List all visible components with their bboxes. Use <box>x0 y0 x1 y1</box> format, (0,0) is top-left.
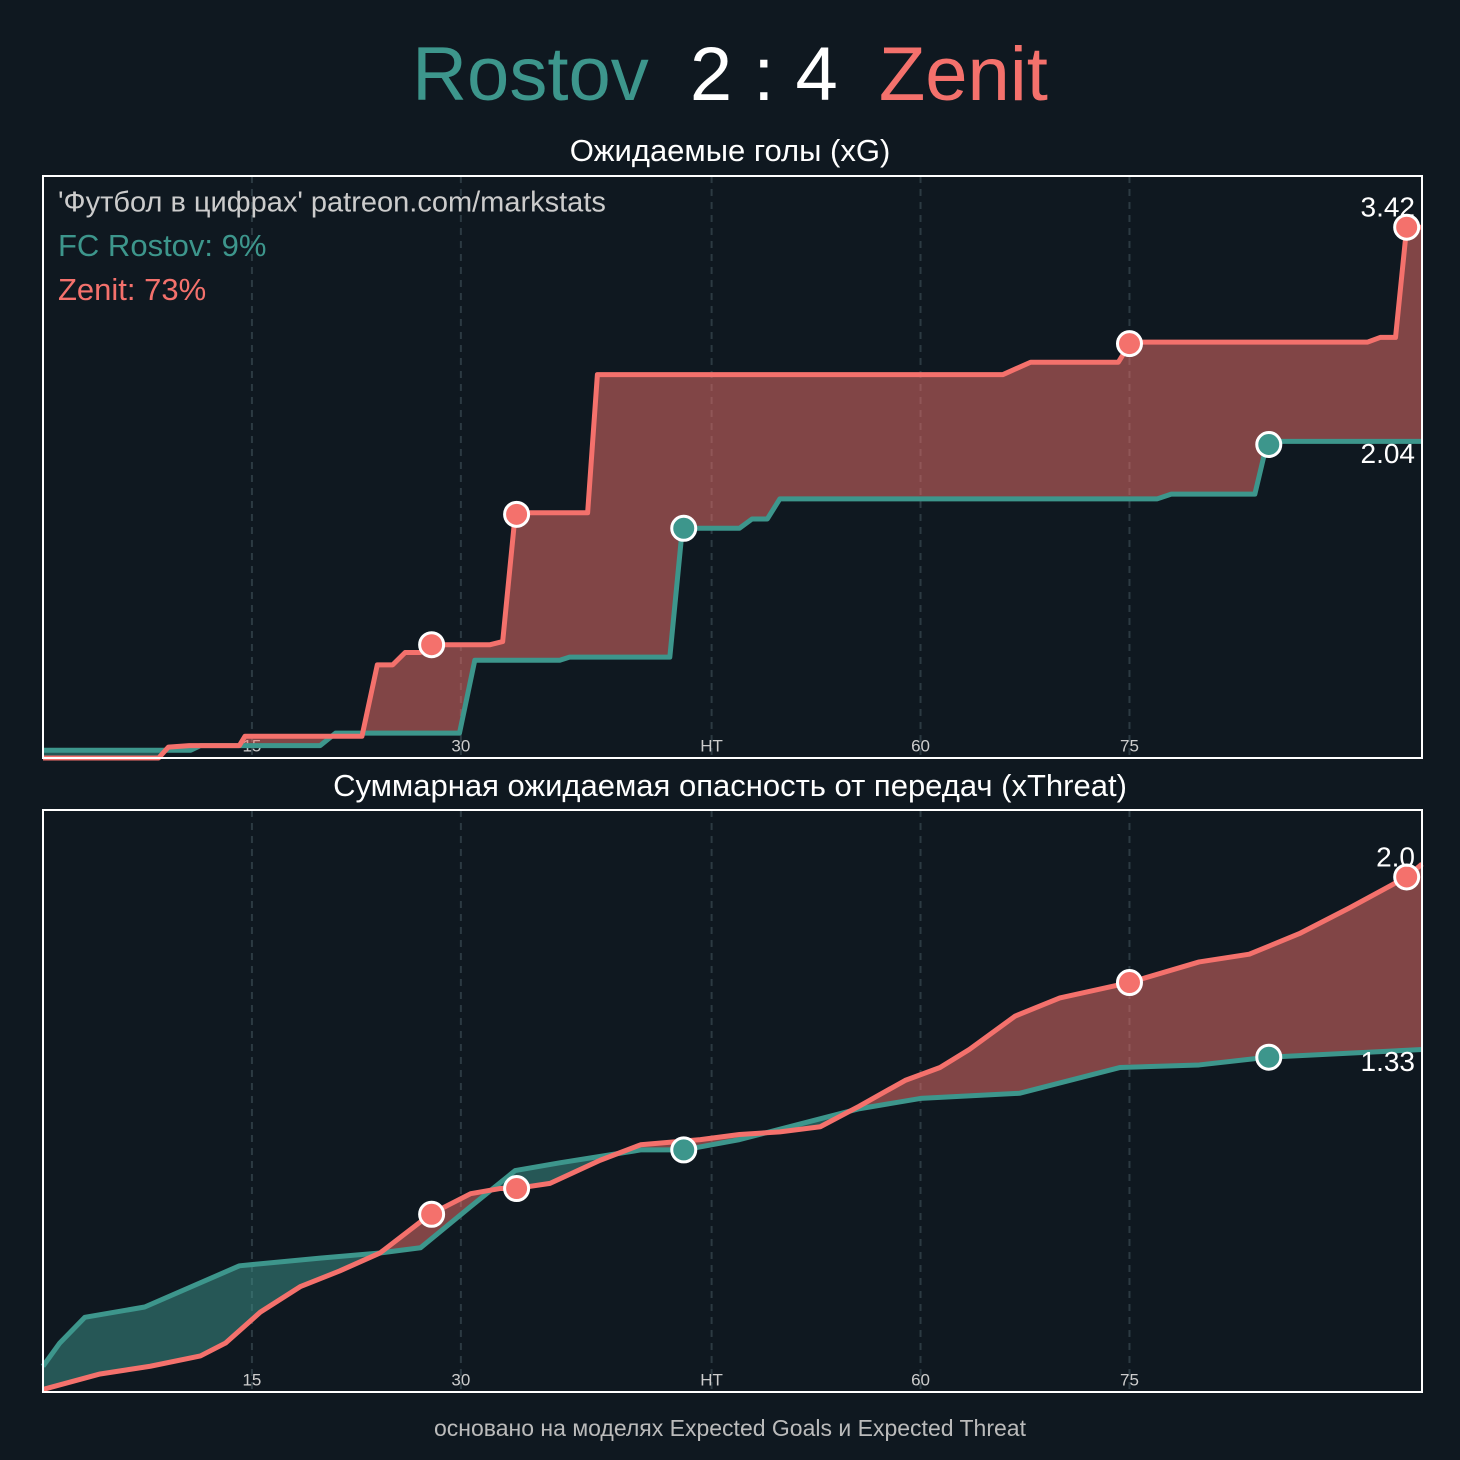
watermark: 'Футбол в цифрах' patreon.com/markstats <box>58 187 606 219</box>
end-value-label: 1.33 <box>1361 1046 1416 1077</box>
series-line <box>40 1047 1423 1368</box>
panel-title: Ожидаемые голы (xG) <box>570 133 891 168</box>
x-tick-label: 60 <box>911 736 930 755</box>
goal-marker <box>670 1136 698 1164</box>
goal-marker <box>1393 863 1421 891</box>
series-line <box>43 224 1422 761</box>
goal-marker <box>503 1175 531 1203</box>
home-team: Rostov <box>412 32 649 117</box>
plot-frame <box>42 809 1423 1393</box>
plot-frame <box>42 175 1423 759</box>
goal-marker <box>1393 213 1421 241</box>
end-value-label: 2.04 <box>1361 438 1416 469</box>
x-tick-label: HT <box>700 1370 723 1389</box>
end-value-label: 2.0 <box>1376 841 1415 872</box>
x-tick-label: 30 <box>451 1370 470 1389</box>
lead-area <box>362 227 1423 734</box>
goal-marker <box>1115 969 1143 997</box>
series-line <box>43 438 1422 753</box>
goal-marker <box>1115 330 1143 358</box>
x-tick-label: 75 <box>1120 736 1139 755</box>
win-probability: Zenit: 73% <box>58 272 206 307</box>
match-title: Rostov 2 : 4 Zenit <box>412 32 1048 117</box>
goal-marker <box>1255 1043 1283 1071</box>
goal-marker <box>418 631 446 659</box>
footer: основано на моделях Expected Goals и Exp… <box>434 1415 1027 1441</box>
goal-marker <box>1255 430 1283 458</box>
panel-title: Суммарная ожидаемая опасность от передач… <box>333 768 1127 803</box>
x-tick-label: 15 <box>242 1370 261 1389</box>
x-tick-label: 30 <box>451 736 470 755</box>
x-tick-label: 60 <box>911 1370 930 1389</box>
win-probability: FC Rostov: 9% <box>58 228 266 263</box>
goal-marker <box>670 514 698 542</box>
x-tick-label: HT <box>700 736 723 755</box>
series-line <box>42 862 1424 1392</box>
score: 2 : 4 <box>690 32 838 117</box>
goal-marker <box>418 1200 446 1228</box>
end-value-label: 3.42 <box>1361 192 1416 223</box>
goal-marker <box>503 500 531 528</box>
lead-area <box>165 735 333 751</box>
away-team: Zenit <box>879 32 1048 117</box>
x-tick-label: 75 <box>1120 1370 1139 1389</box>
